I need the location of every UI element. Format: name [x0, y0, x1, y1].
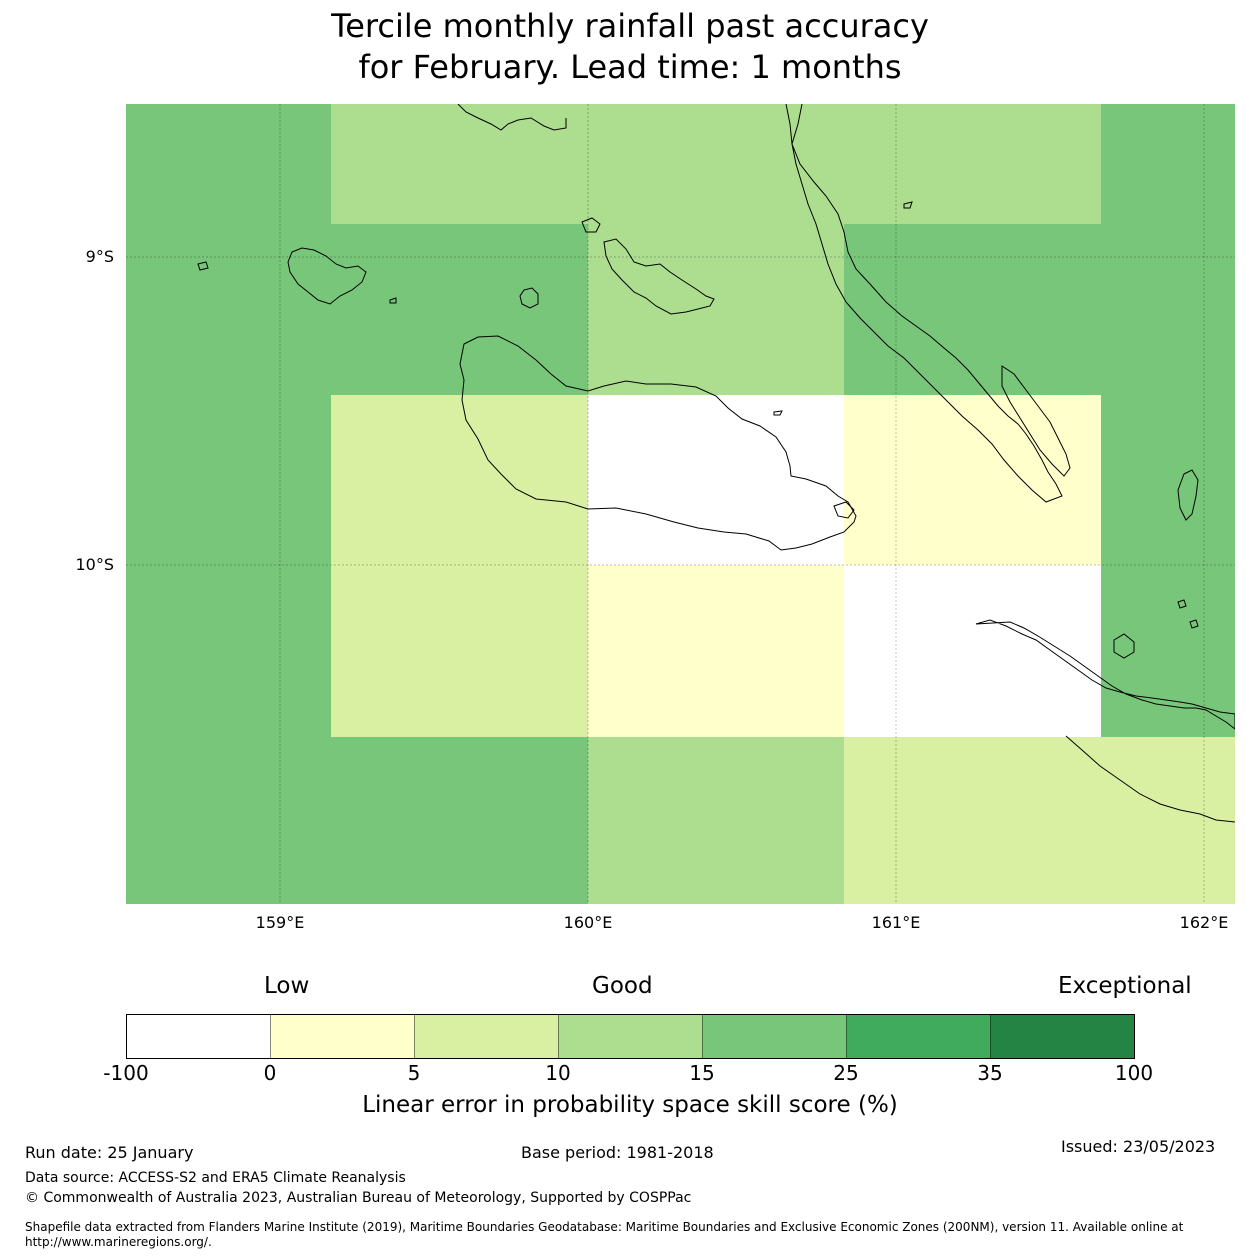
grid-cell-r3-c0: [126, 565, 331, 737]
copyright: © Commonwealth of Australia 2023, Austra…: [25, 1190, 692, 1206]
coast-florida-islands: [603, 238, 715, 315]
grid-cell-r0-c4: [1101, 104, 1235, 224]
coast-islet-b: [773, 410, 783, 416]
title-line-1: Tercile monthly rainfall past accuracy: [331, 7, 929, 45]
colorbar-swatches: [126, 1014, 1135, 1059]
grid-cell-r4-c4: [1101, 737, 1235, 904]
lat-label-9s: 9°S: [85, 247, 114, 266]
grid-cell-r2-c4: [1101, 395, 1235, 565]
lon-label-160e: 160°E: [563, 913, 613, 932]
grid-cell-r1-c2: [588, 224, 844, 395]
colorbar-tick-4: 15: [689, 1061, 715, 1085]
coast-savo-island: [519, 287, 539, 309]
lat-label-10s: 10°S: [75, 555, 114, 574]
grid-cell-r2-c3: [844, 395, 1101, 565]
grid-cell-r3-c4: [1101, 565, 1235, 737]
shapefile-credit: Shapefile data extracted from Flanders M…: [25, 1220, 1184, 1249]
coast-russell-islands: [287, 247, 367, 305]
grid-cell-r0-c3: [844, 104, 1101, 224]
colorbar-tick-3: 10: [545, 1061, 571, 1085]
coast-islet-c: [581, 217, 601, 233]
colorbar-head-good: Good: [592, 973, 653, 999]
title-line-2: for February. Lead time: 1 months: [358, 48, 902, 86]
grid-cell-r0-c1: [331, 104, 588, 224]
coast-santa-isabel: [457, 104, 567, 131]
coast-islet-f: [903, 201, 913, 209]
grid-cell-r0-c2: [588, 104, 844, 224]
lon-label-162e: 162°E: [1179, 913, 1229, 932]
run-date: Run date: 25 January: [25, 1143, 194, 1162]
grid-cell-r1-c0: [126, 224, 331, 395]
issued-date: Issued: 23/05/2023: [1061, 1137, 1216, 1156]
skill-map: [126, 104, 1235, 904]
data-source: Data source: ACCESS-S2 and ERA5 Climate …: [25, 1170, 406, 1186]
coast-malaita: [785, 104, 1063, 503]
coast-small-malaita: [1001, 365, 1071, 477]
colorbar-swatch-6: [990, 1014, 1135, 1059]
colorbar-tick-0: -100: [103, 1061, 149, 1085]
colorbar-tick-1: 0: [263, 1061, 277, 1085]
grid-cell-r1-c1: [331, 224, 588, 395]
colorbar-swatch-2: [414, 1014, 559, 1059]
graticule: [126, 104, 1235, 904]
base-period: Base period: 1981-2018: [521, 1143, 714, 1162]
coastlines: [197, 104, 1235, 823]
coast-islet-e: [389, 297, 397, 304]
colorbar-swatch-4: [702, 1014, 847, 1059]
colorbar-border: [126, 1014, 1135, 1059]
colorbar-tick-6: 35: [977, 1061, 1003, 1085]
colorbar-swatch-3: [558, 1014, 703, 1059]
grid-cell-r1-c4: [1101, 224, 1235, 395]
colorbar-tick-7: 100: [1114, 1061, 1154, 1085]
coast-ulawa-island: [1177, 469, 1199, 521]
coast-guadalcanal: [459, 335, 857, 551]
lon-label-161e: 161°E: [871, 913, 921, 932]
coast-islet-d: [197, 261, 209, 271]
coast-makira-tail: [1065, 735, 1235, 823]
grid-cell-r0-c0: [126, 104, 331, 224]
grid-cell-r4-c0: [126, 737, 331, 904]
chart-title: Tercile monthly rainfall past accuracy f…: [0, 6, 1260, 88]
colorbar-head-exceptional: Exceptional: [1058, 973, 1192, 999]
grid-cell-r1-c3: [844, 224, 1101, 395]
coast-islet-g: [1113, 633, 1135, 659]
skill-grid: [126, 104, 1235, 904]
colorbar-tick-5: 25: [833, 1061, 859, 1085]
colorbar: [126, 1014, 1135, 1059]
coast-islet-h: [1177, 599, 1187, 609]
grid-cell-r3-c3: [844, 565, 1101, 737]
colorbar-swatch-5: [846, 1014, 991, 1059]
colorbar-swatch-0: [126, 1014, 271, 1059]
grid-cell-r3-c2: [588, 565, 844, 737]
grid-cell-r4-c1: [331, 737, 588, 904]
grid-cell-r2-c0: [126, 395, 331, 565]
coast-makira: [975, 619, 1235, 730]
coast-islet-i: [1189, 619, 1199, 629]
grid-cell-r4-c3: [844, 737, 1101, 904]
colorbar-tick-2: 5: [407, 1061, 421, 1085]
colorbar-swatch-1: [270, 1014, 415, 1059]
grid-cell-r4-c2: [588, 737, 844, 904]
colorbar-label: Linear error in probability space skill …: [362, 1092, 898, 1118]
coast-islet-a: [833, 501, 855, 519]
lon-label-159e: 159°E: [255, 913, 305, 932]
colorbar-head-low: Low: [264, 973, 310, 999]
grid-cell-r2-c1: [331, 395, 588, 565]
grid-cell-r3-c1: [331, 565, 588, 737]
grid-cell-r2-c2: [588, 395, 844, 565]
